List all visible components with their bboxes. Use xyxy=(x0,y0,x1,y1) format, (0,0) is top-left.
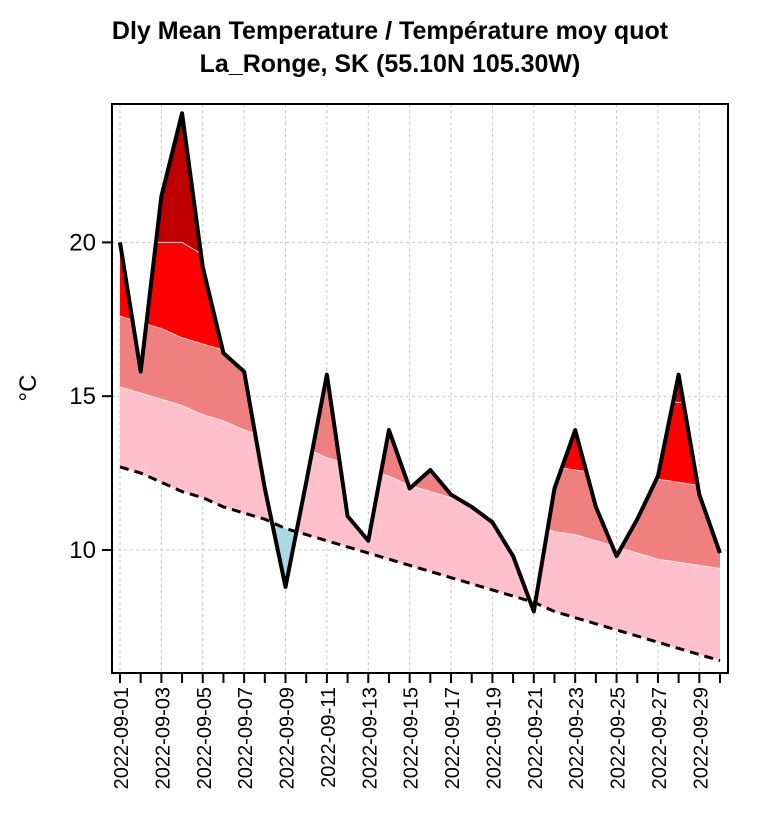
band-boundary-3 xyxy=(156,241,683,404)
x-tick-label: 2022-09-07 xyxy=(235,687,257,789)
x-tick-label: 2022-09-11 xyxy=(318,687,340,788)
x-tick-label: 2022-09-01 xyxy=(111,687,133,789)
y-tick-label: 10 xyxy=(69,537,96,564)
band-1-fill xyxy=(120,386,720,661)
band-3-fill xyxy=(120,242,720,489)
normal-mean-line xyxy=(119,465,721,663)
y-tick-label: 20 xyxy=(69,229,96,256)
band-2-fill xyxy=(120,316,720,569)
band-boundary-1 xyxy=(119,386,721,569)
x-tick-label: 2022-09-17 xyxy=(442,687,464,789)
above-band-3-fill xyxy=(120,113,720,409)
x-tick-label: 2022-09-09 xyxy=(277,687,299,789)
y-axis: 10 15 20 xyxy=(69,229,112,564)
x-tick-label: 2022-09-25 xyxy=(608,687,630,789)
x-tick-label: 2022-09-13 xyxy=(359,687,381,789)
y-axis-label: °C xyxy=(15,375,42,402)
x-tick-label: 2022-09-27 xyxy=(649,687,671,789)
x-tick-label: 2022-09-03 xyxy=(152,687,174,789)
plot-frame xyxy=(111,103,729,674)
x-tick-label: 2022-09-29 xyxy=(690,687,712,789)
y-tick-label: 15 xyxy=(69,383,96,410)
x-tick-label: 2022-09-21 xyxy=(525,687,547,789)
x-tick-label: 2022-09-05 xyxy=(194,687,216,789)
chart-title: Dly Mean Temperature / Température moy q… xyxy=(111,17,669,45)
daily-mean-line xyxy=(118,111,722,614)
band-fills xyxy=(119,113,721,661)
x-axis: 2022-09-01 2022-09-03 2022-09-05 2022-09-07… xyxy=(111,673,721,789)
chart-subtitle: La_Ronge, SK (55.10N 105.30W) xyxy=(199,50,581,78)
x-tick-label: 2022-09-19 xyxy=(483,687,505,789)
series-lines xyxy=(118,111,722,663)
x-tick-label: 2022-09-15 xyxy=(401,687,423,789)
x-tick-label: 2022-09-23 xyxy=(566,687,588,789)
